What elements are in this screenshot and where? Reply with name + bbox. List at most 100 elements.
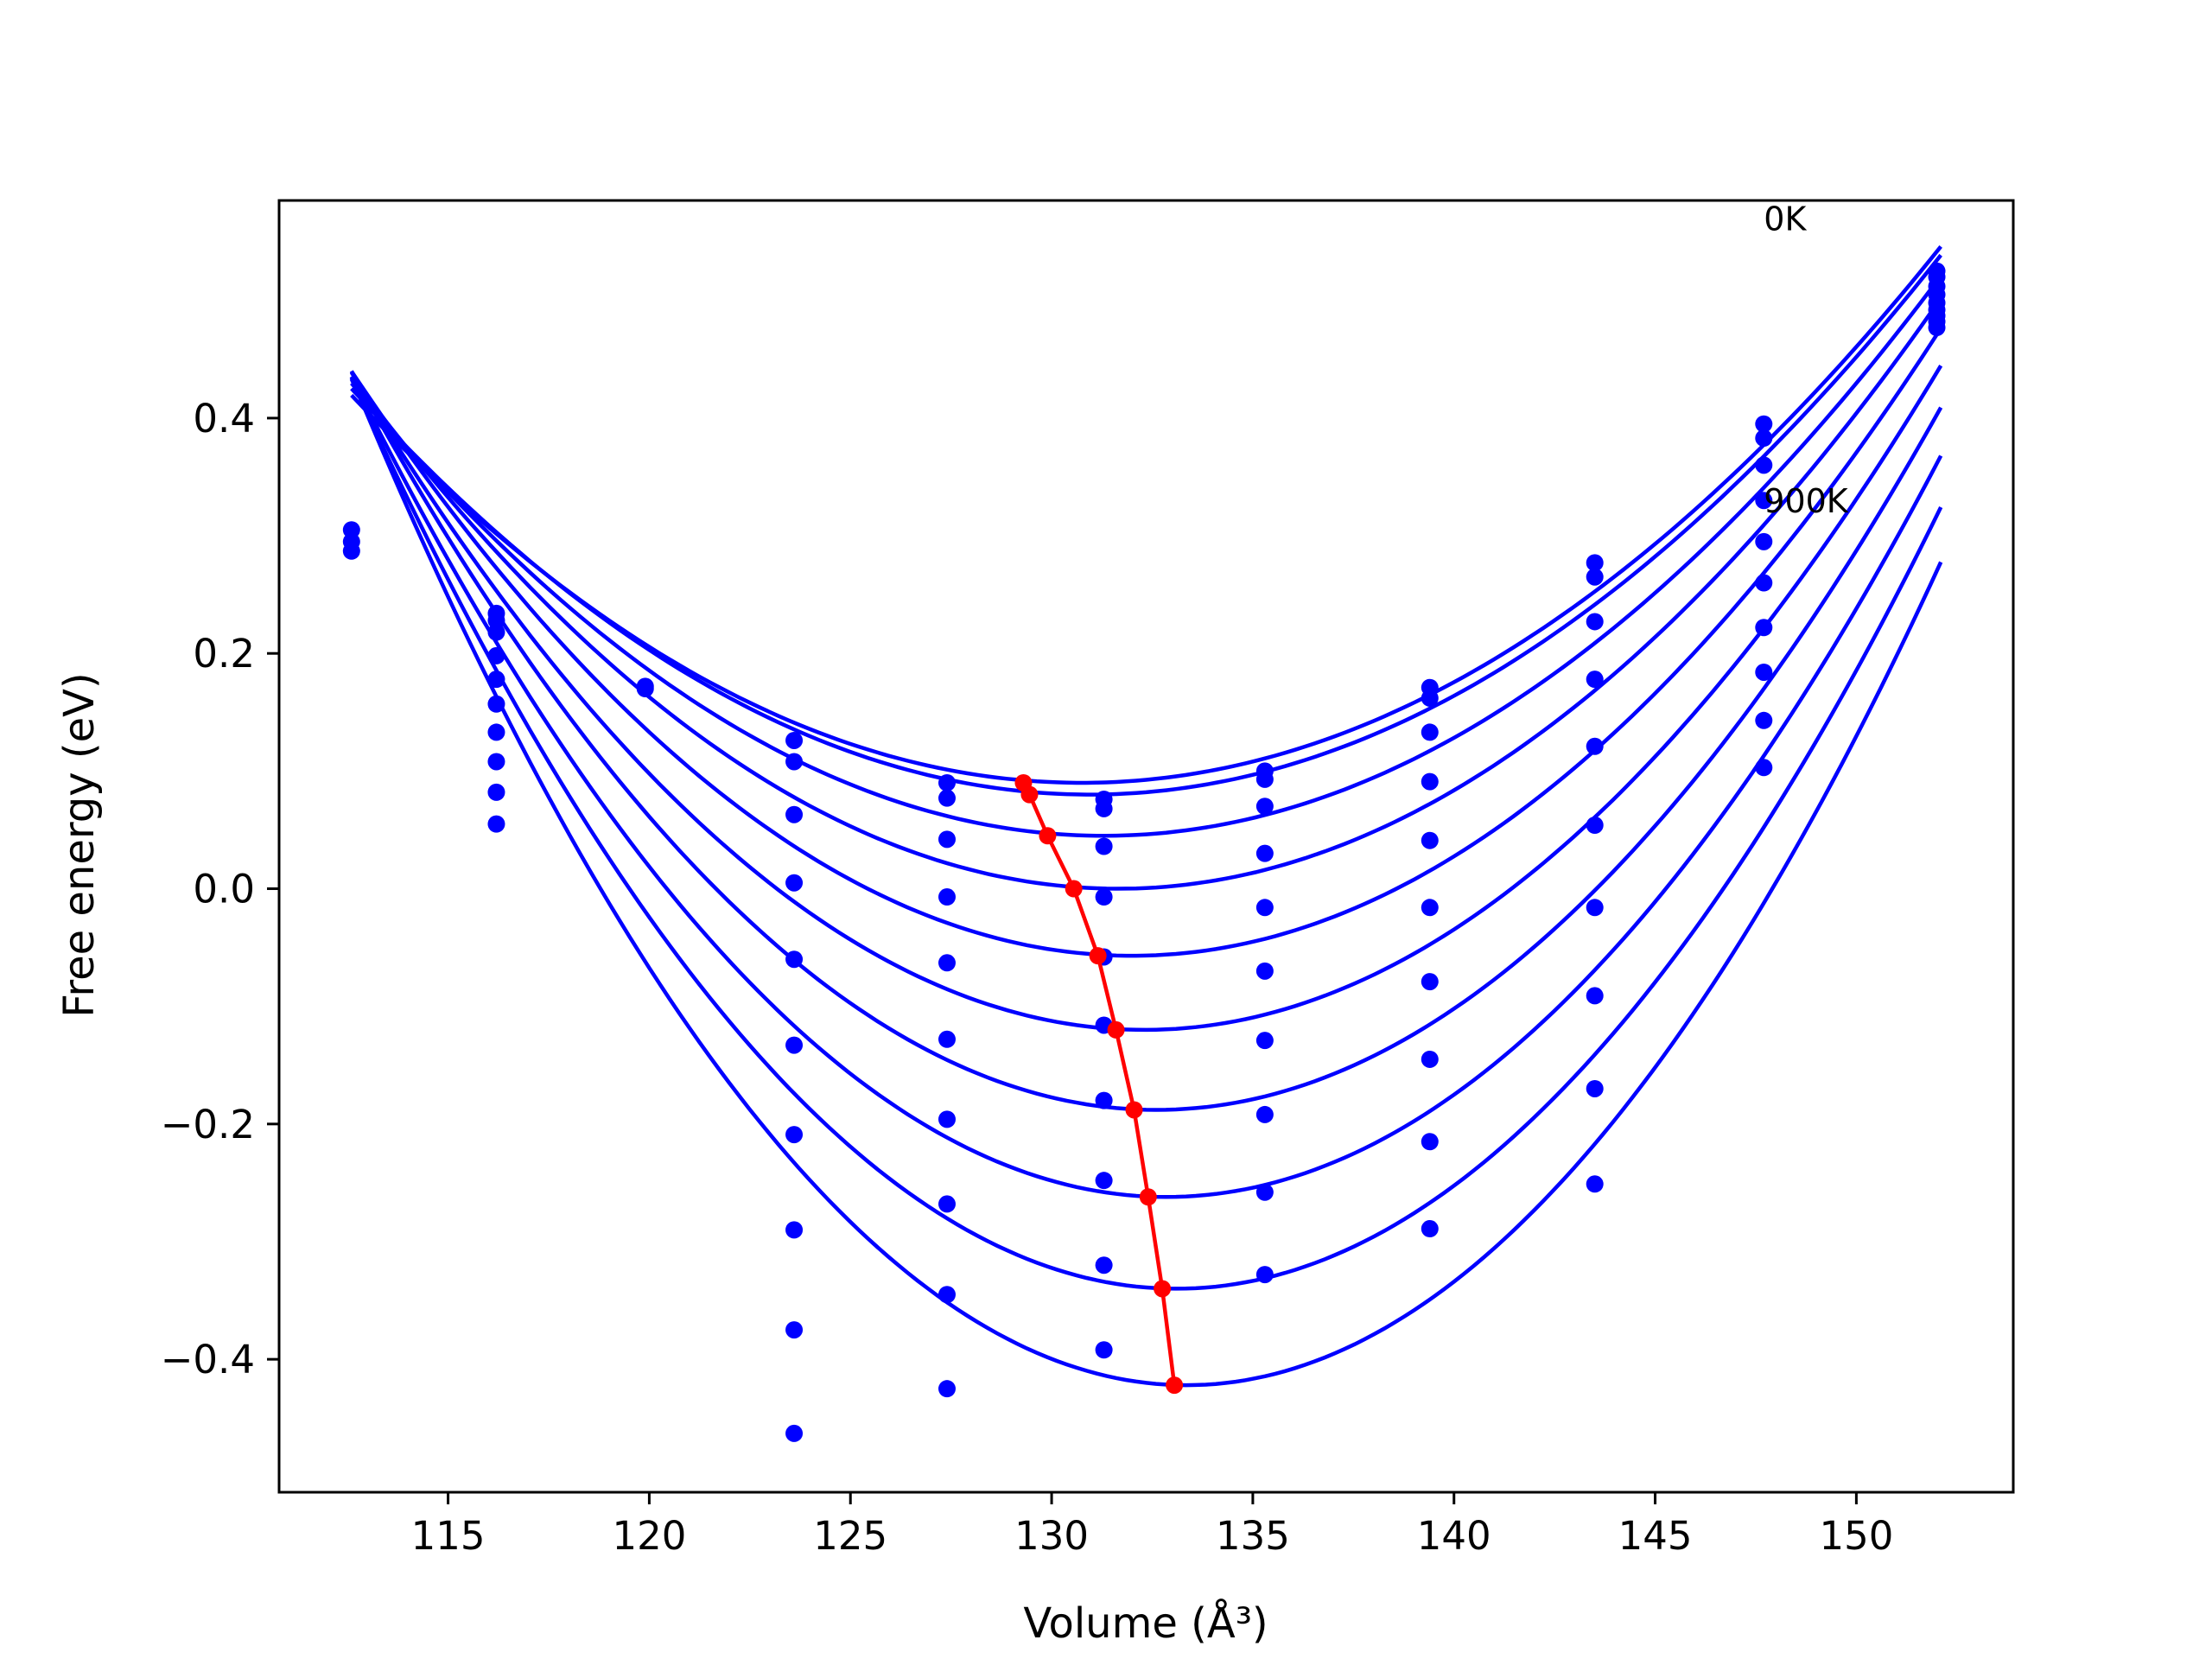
scatter-point xyxy=(1255,899,1274,917)
scatter-point xyxy=(938,1195,956,1213)
y-axis: −0.4 −0.2 0.0 0.2 0.4 xyxy=(161,396,279,1382)
scatter-point xyxy=(1255,798,1274,816)
scatter-point xyxy=(785,950,804,969)
minimum-path-point xyxy=(1107,1020,1125,1039)
curve-annotations-layer: 0K 900K xyxy=(1764,200,1849,520)
scatter-point xyxy=(1255,1183,1274,1201)
fit-curves-layer xyxy=(349,245,1943,1388)
x-tick-label: 140 xyxy=(1417,1513,1491,1559)
scatter-point xyxy=(785,805,804,823)
scatter-point xyxy=(938,1380,956,1398)
scatter-point xyxy=(938,888,956,906)
x-tick-label: 135 xyxy=(1216,1513,1290,1559)
scatter-point xyxy=(1586,987,1604,1005)
scatter-point xyxy=(1928,319,1946,337)
scatter-point xyxy=(1095,799,1113,817)
scatter-point xyxy=(1095,837,1113,855)
scatter-point xyxy=(1421,1133,1439,1151)
annotation-label-900k: 900K xyxy=(1764,482,1849,520)
x-axis-label: Volume (Å³) xyxy=(1023,1599,1268,1648)
scatter-point xyxy=(938,830,956,849)
scatter-point xyxy=(785,1126,804,1144)
scatter-point xyxy=(785,1424,804,1442)
minimum-path-line xyxy=(1021,781,1177,1386)
fit-curve-5 xyxy=(349,327,1943,958)
scatter-points-layer xyxy=(342,262,1946,1442)
scatter-point xyxy=(1755,415,1773,433)
scatter-point xyxy=(1421,899,1439,917)
y-axis-label: Free energy (eV) xyxy=(55,672,104,1017)
scatter-point xyxy=(1255,962,1274,980)
scatter-point xyxy=(1586,899,1604,917)
scatter-point xyxy=(785,874,804,892)
scatter-point xyxy=(1755,429,1773,448)
scatter-point xyxy=(1586,554,1604,572)
scatter-point xyxy=(785,1036,804,1054)
minimum-path-point xyxy=(1065,880,1083,898)
scatter-point xyxy=(1095,1091,1113,1109)
fit-curve-10 xyxy=(349,376,1943,1388)
y-tick-label: −0.4 xyxy=(161,1337,255,1382)
scatter-point xyxy=(487,753,505,771)
scatter-point xyxy=(1586,568,1604,586)
scatter-point xyxy=(1421,831,1439,849)
scatter-point xyxy=(1755,532,1773,550)
y-tick-label: −0.2 xyxy=(161,1102,255,1147)
x-tick-label: 125 xyxy=(813,1513,887,1559)
scatter-point xyxy=(1421,772,1439,791)
scatter-point xyxy=(1586,671,1604,689)
scatter-point xyxy=(938,789,956,807)
scatter-point xyxy=(1586,737,1604,755)
scatter-point xyxy=(1095,1256,1113,1274)
scatter-point xyxy=(938,773,956,791)
scatter-point xyxy=(1755,759,1773,777)
x-tick-label: 150 xyxy=(1819,1513,1893,1559)
scatter-point xyxy=(785,1221,804,1239)
scatter-point xyxy=(1095,1172,1113,1190)
scatter-point xyxy=(487,723,505,741)
scatter-point xyxy=(1421,689,1439,707)
scatter-point xyxy=(342,542,360,560)
scatter-point xyxy=(1586,613,1604,631)
minimum-path-point xyxy=(1039,827,1057,845)
scatter-point xyxy=(487,783,505,801)
minimum-path-layer xyxy=(1014,773,1184,1395)
y-tick-label: 0.2 xyxy=(193,631,255,677)
scatter-point xyxy=(1755,492,1773,510)
fit-curve-9 xyxy=(349,378,1943,1291)
scatter-point xyxy=(1755,574,1773,592)
scatter-point xyxy=(1755,456,1773,474)
minimum-path-point xyxy=(1139,1188,1157,1206)
fit-curve-7 xyxy=(349,370,1943,1112)
scatter-point xyxy=(785,731,804,749)
scatter-point xyxy=(785,1321,804,1339)
scatter-point xyxy=(1755,619,1773,637)
fit-curve-3 xyxy=(350,274,1942,838)
minimum-path-point xyxy=(1154,1280,1172,1298)
scatter-point xyxy=(1586,1175,1604,1193)
scatter-point xyxy=(1255,1105,1274,1123)
x-tick-label: 120 xyxy=(612,1513,686,1559)
y-tick-label: 0.0 xyxy=(193,867,255,912)
scatter-point xyxy=(938,1030,956,1048)
y-tick-label: 0.4 xyxy=(193,396,255,442)
scatter-point xyxy=(1421,973,1439,991)
scatter-point xyxy=(636,680,654,698)
minimum-path-point xyxy=(1125,1101,1143,1119)
scatter-point xyxy=(1755,663,1773,681)
scatter-point xyxy=(1421,1050,1439,1068)
fit-curve-4 xyxy=(350,296,1943,891)
scatter-point xyxy=(487,646,505,664)
scatter-point xyxy=(1255,1032,1274,1050)
plot-frame xyxy=(277,199,2015,1494)
scatter-point xyxy=(487,623,505,641)
scatter-point xyxy=(1586,816,1604,834)
scatter-point xyxy=(1095,888,1113,906)
x-tick-label: 130 xyxy=(1014,1513,1089,1559)
minimum-path-point xyxy=(1166,1376,1184,1395)
x-axis: 115 120 125 130 135 140 145 150 xyxy=(411,1492,1893,1559)
scatter-point xyxy=(938,954,956,972)
scatter-point xyxy=(785,753,804,771)
minimum-path-point xyxy=(1020,785,1039,804)
